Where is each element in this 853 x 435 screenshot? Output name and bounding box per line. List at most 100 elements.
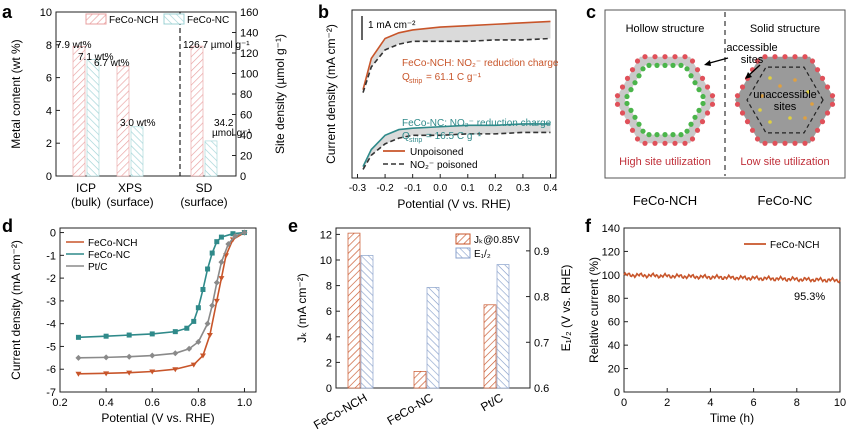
site-dot [654, 62, 660, 68]
marker [103, 333, 109, 339]
inaccessible-label-1: unaccessible [753, 89, 817, 101]
plot-frame [351, 9, 557, 179]
inner-site-dot [778, 84, 782, 88]
site-dot [688, 121, 694, 127]
site-dot [829, 93, 836, 99]
legend-label-jk: Jₖ@0.85V [474, 235, 520, 246]
y-tick-label: 0 [614, 387, 620, 399]
y-tick-label: 6 [326, 306, 332, 318]
y-tick-label: 80 [608, 293, 620, 305]
data-label: 6.7 wt% [94, 58, 130, 69]
site-dot [672, 54, 678, 60]
hex-hollow [625, 65, 705, 135]
y-tick-label: -6 [46, 364, 56, 376]
legend-label: FeCo-NCH [88, 238, 137, 249]
site-dot [772, 54, 778, 60]
site-dot [629, 127, 636, 133]
marker [172, 329, 178, 335]
marker [225, 240, 232, 247]
x-tick-label: 1.0 [237, 397, 252, 409]
data-label: µmol g⁻¹ [212, 128, 251, 139]
legend-label-unpoisoned: Unpoisoned [410, 147, 463, 158]
x-axis-label: Time (h) [710, 411, 754, 425]
site-dot [614, 93, 621, 99]
y-tick-label: -1 [46, 250, 56, 262]
site-dot [762, 54, 768, 60]
panel-c: c Hollow structure Solid structure acces… [586, 2, 846, 208]
data-label: 3.0 wt% [120, 118, 156, 129]
site-dot [700, 93, 706, 100]
site-dot [754, 136, 761, 142]
site-dot [814, 67, 821, 73]
arrow-left-head [704, 60, 711, 66]
site-dot [696, 87, 702, 93]
marker [149, 331, 155, 337]
site-dot [754, 58, 761, 64]
y-axis-label: Jₖ (mA cm⁻²) [295, 273, 309, 342]
y-tick-label: 8 [326, 281, 332, 293]
marker [218, 276, 225, 282]
annotation-value: = 16.5 C g⁻¹ [426, 131, 482, 142]
site-dot [689, 136, 696, 142]
site-dot [636, 73, 642, 79]
marker [213, 279, 220, 286]
data-label: 126.7 µmol g⁻¹ [183, 40, 250, 51]
site-dot [670, 132, 676, 138]
marker [205, 266, 211, 272]
site-dot [632, 80, 638, 86]
accessible-label-2: sites [741, 54, 764, 66]
legend-label-poisoned: NO₂⁻ poisoned [410, 160, 478, 171]
x-tick-label: SD [196, 181, 213, 195]
marker [195, 338, 202, 345]
panel-letter-a: a [2, 2, 13, 22]
site-dot [782, 140, 788, 146]
site-dot [824, 110, 831, 116]
site-dot [824, 84, 831, 90]
series-line [78, 231, 245, 359]
legend-label: FeCo-NC [88, 250, 130, 261]
annotation-fecoNCH-q: Q [402, 72, 410, 83]
bar-jk [483, 304, 497, 389]
y-tick-label: 40 [608, 340, 620, 352]
marker [232, 232, 239, 239]
solid-hexagon [734, 54, 836, 146]
bar-fecoNC [204, 140, 218, 177]
site-dot [629, 67, 636, 73]
y2-axis-label: E₁/₂ (V vs. RHE) [559, 265, 573, 352]
legend-swatch-jk [455, 233, 471, 245]
y2-tick-label: 20 [240, 151, 252, 163]
x-axis-label: Potential (V vs. RHE) [101, 411, 214, 425]
y-tick-label: 2 [46, 138, 52, 150]
hex-inner-dashed [746, 66, 824, 134]
inner-site-dot [803, 116, 807, 120]
y-tick-label: 4 [326, 332, 332, 344]
site-dot [814, 127, 821, 133]
site-dot [684, 128, 690, 134]
y2-tick-label: 100 [240, 69, 258, 81]
site-dot [652, 54, 658, 60]
site-dot [678, 62, 684, 68]
x-tick-label: 0.2 [488, 183, 502, 194]
y2-tick-label: 0.8 [534, 292, 549, 304]
y-axis-label: Current density (mA cm⁻²) [324, 24, 338, 164]
site-dot [662, 132, 668, 138]
site-dot [652, 140, 658, 146]
series-line [362, 37, 551, 93]
legend-swatch-e12 [455, 247, 471, 259]
bar-jk [347, 232, 361, 389]
site-dot [628, 107, 634, 113]
y-tick-label: 10 [320, 255, 332, 267]
y-tick-label: -4 [46, 319, 56, 331]
site-dot [772, 140, 778, 146]
site-dot [734, 93, 741, 99]
fecoNC-name: FeCo-NC [758, 193, 813, 208]
site-dot [694, 127, 701, 133]
data-label: 7.1 wt% [78, 52, 114, 63]
site-dot [619, 110, 626, 116]
inner-site-dot [806, 90, 810, 94]
plot-frame [59, 227, 257, 393]
marker [230, 231, 236, 237]
marker [75, 354, 82, 361]
